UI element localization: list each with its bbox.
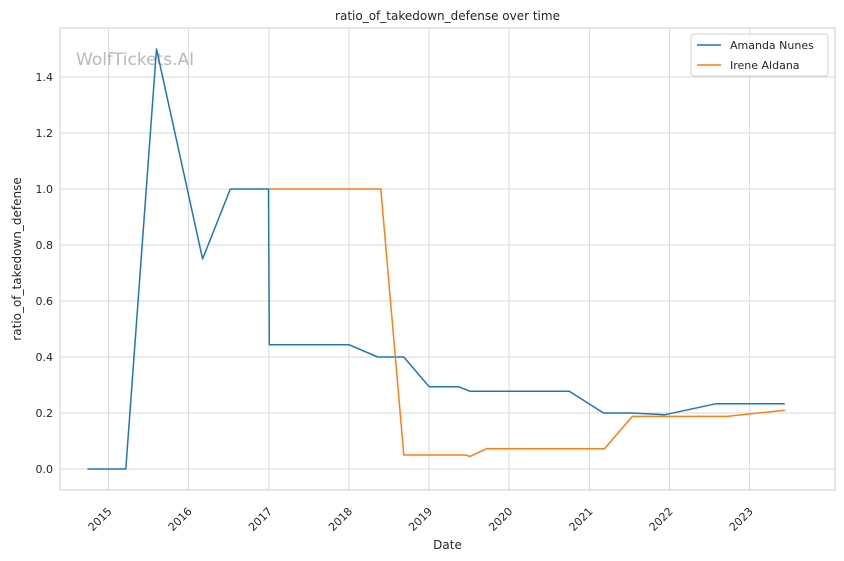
y-tick-label: 1.0 xyxy=(36,183,54,196)
grid-lines xyxy=(60,28,835,490)
chart-title: ratio_of_takedown_defense over time xyxy=(335,9,560,23)
x-tick-label: 2021 xyxy=(567,505,596,534)
legend-label-1: Irene Aldana xyxy=(730,59,800,72)
legend: Amanda Nunes Irene Aldana xyxy=(690,33,829,77)
x-tick-label: 2016 xyxy=(166,505,195,534)
x-tick-label: 2022 xyxy=(647,505,676,534)
y-tick-label: 1.2 xyxy=(36,127,54,140)
x-tick-label: 2018 xyxy=(326,505,355,534)
x-tick-label: 2017 xyxy=(246,505,275,534)
series-line-0 xyxy=(87,48,785,470)
legend-label-0: Amanda Nunes xyxy=(730,39,814,52)
y-tick-label: 1.4 xyxy=(36,71,54,84)
y-tick-label: 0.0 xyxy=(36,463,54,476)
y-tick-label: 0.2 xyxy=(36,407,54,420)
y-axis-ticks: 0.0 0.2 0.4 0.6 0.8 1.0 1.2 1.4 xyxy=(36,71,54,476)
y-axis-label: ratio_of_takedown_defense xyxy=(10,177,24,340)
y-tick-label: 0.6 xyxy=(36,295,54,308)
y-tick-label: 0.8 xyxy=(36,239,54,252)
series-line-1 xyxy=(268,188,785,458)
series-layer xyxy=(87,48,785,470)
watermark: WolfTickets.AI xyxy=(76,50,194,70)
x-tick-label: 2019 xyxy=(406,505,435,534)
x-tick-label: 2020 xyxy=(486,505,515,534)
legend-box xyxy=(690,33,829,77)
x-axis-label: Date xyxy=(433,538,462,552)
x-axis-ticks: 2015 2016 2017 2018 2019 2020 2021 2022 2023 xyxy=(86,505,756,534)
x-tick-label: 2023 xyxy=(727,505,756,534)
y-tick-label: 0.4 xyxy=(36,351,54,364)
x-tick-label: 2015 xyxy=(86,505,115,534)
plot-frame xyxy=(59,27,836,491)
